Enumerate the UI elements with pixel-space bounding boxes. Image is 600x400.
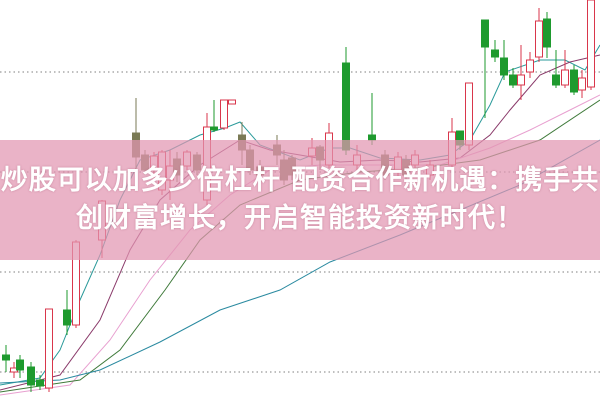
headline-line-2: 创财富增长，开启智能投资新时代！: [76, 203, 524, 234]
candle-down: [36, 379, 44, 387]
candle-up: [465, 82, 473, 146]
candle-up: [228, 99, 236, 105]
candle-down: [543, 18, 551, 48]
candle-up: [220, 99, 228, 129]
candle-down: [552, 74, 560, 86]
headline-line-1: 炒股可以加多少倍杠杆 配资合作新机遇：携手共: [0, 165, 600, 196]
candle-up: [578, 77, 586, 91]
candle-down: [509, 74, 517, 86]
candle-down: [342, 62, 350, 151]
candle-down: [500, 57, 508, 76]
candle-up: [45, 308, 53, 389]
candle-up: [535, 20, 543, 58]
headline: 炒股可以加多少倍杠杆 配资合作新机遇：携手共 创财富增长，开启智能投资新时代！: [0, 162, 600, 238]
headline-banner: [0, 140, 600, 260]
candle-up: [526, 59, 534, 73]
candle-up: [587, 0, 595, 88]
candle-down: [210, 126, 218, 131]
candle-down: [481, 19, 489, 48]
candle-down: [491, 49, 499, 58]
candle-down: [16, 359, 24, 371]
candle-up: [517, 74, 525, 86]
candle-down: [2, 354, 10, 361]
candle-down: [27, 366, 35, 386]
candle-down: [63, 309, 71, 326]
candle-down: [570, 69, 578, 93]
candle-up: [561, 69, 569, 86]
